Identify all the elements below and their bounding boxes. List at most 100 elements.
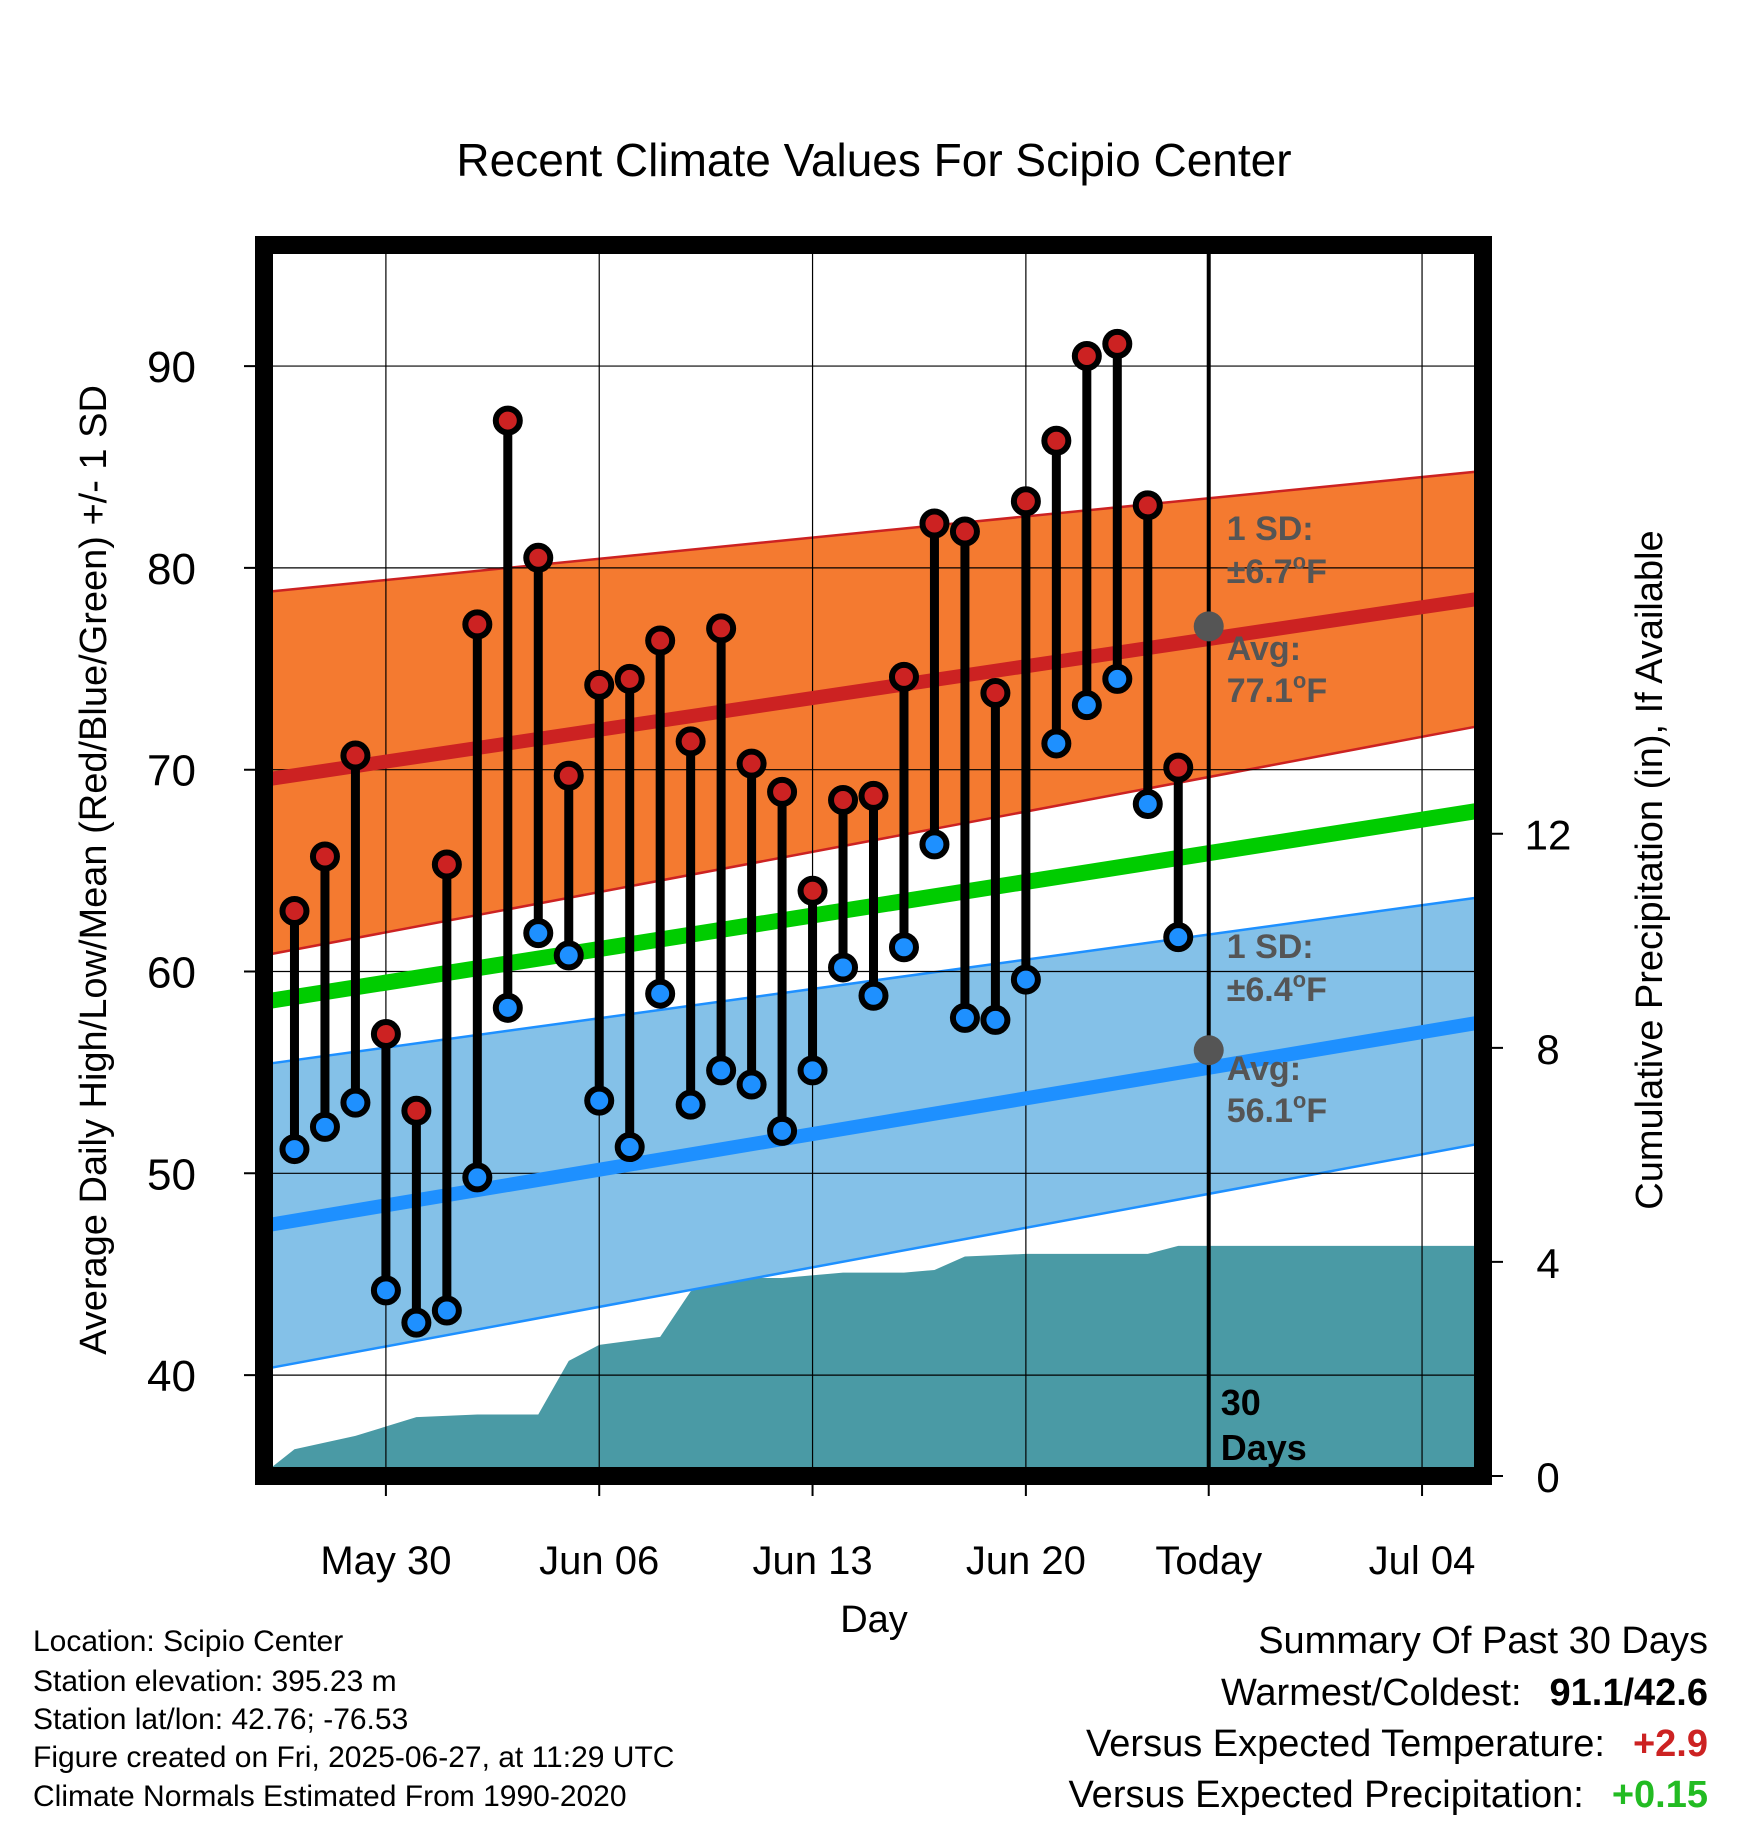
observation-day (1102, 328, 1133, 694)
observed-high-point (888, 661, 919, 692)
observed-high-point (370, 1019, 401, 1050)
plot-frame (255, 236, 1492, 1485)
observed-high-point (523, 542, 554, 573)
observation-day (584, 669, 615, 1116)
observation-day (858, 780, 889, 1011)
observation-day (949, 516, 980, 1033)
observed-high-point (1102, 328, 1133, 359)
observed-high-point (401, 1095, 432, 1126)
high-avg-annotation-line2: 77.1oF (1227, 668, 1327, 710)
observation-day (553, 760, 584, 971)
observed-low-point (370, 1275, 401, 1306)
observed-low-point (492, 992, 523, 1023)
high-sd-annotation-line1: 1 SD: (1227, 510, 1314, 548)
summary-warmest: Warmest/Coldest: 91.1/42.6 (1221, 1672, 1708, 1715)
left-axis: 40 50 60 70 80 90 (147, 343, 264, 1401)
left-tick-label: 40 (147, 1352, 196, 1401)
observed-high-point (858, 780, 889, 811)
observed-low-point (309, 1111, 340, 1142)
summary-title: Summary Of Past 30 Days (1258, 1620, 1708, 1662)
observed-low-point (279, 1134, 310, 1165)
observed-high-point (767, 776, 798, 807)
x-tick-label: Jun 06 (539, 1539, 659, 1583)
observation-day (1071, 340, 1102, 721)
observed-high-point (919, 508, 950, 539)
observed-low-point (553, 940, 584, 971)
observation-day (462, 609, 493, 1193)
x-axis: May 30 Jun 06 Jun 13 Jun 20 Today Jul 04 (320, 1476, 1475, 1583)
today-low-avg-dot (1193, 1035, 1224, 1066)
observed-low-point (828, 952, 859, 983)
low-sd-lower-line (263, 1141, 1484, 1371)
observed-low-point (767, 1115, 798, 1146)
observed-low-point (675, 1089, 706, 1120)
info-location: Location: Scipio Center (33, 1625, 344, 1658)
observation-day (1163, 752, 1194, 953)
high-sd-annotation-line2: ±6.7oF (1227, 549, 1327, 591)
observed-low-point (797, 1055, 828, 1086)
observed-high-point (1010, 486, 1041, 517)
observed-low-point (1102, 663, 1133, 694)
x-tick-label: Jul 04 (1369, 1539, 1476, 1583)
observed-high-point (462, 609, 493, 640)
normal-high-mean-line (262, 591, 1485, 787)
observed-high-point (828, 784, 859, 815)
summary-precipitation-label: Versus Expected Precipitation: (1068, 1774, 1584, 1816)
observed-low-point (645, 978, 676, 1009)
observation-day (888, 661, 919, 963)
observed-high-point (584, 669, 615, 700)
observation-day (645, 625, 676, 1009)
right-tick-label: 8 (1536, 1026, 1559, 1073)
observed-high-point (980, 678, 1011, 709)
observation-day (980, 678, 1011, 1035)
x-tick-label: Jun 20 (966, 1539, 1086, 1583)
observed-high-point (492, 405, 523, 436)
right-tick-label: 12 (1525, 812, 1572, 859)
left-tick-label: 80 (147, 545, 196, 594)
precip-area (264, 1245, 1483, 1476)
observed-high-point (279, 895, 310, 926)
observed-low-point (949, 1002, 980, 1033)
observation-day (279, 895, 310, 1165)
observed-high-point (736, 748, 767, 779)
observed-low-point (1071, 690, 1102, 721)
observation-day (828, 784, 859, 983)
observed-low-point (1041, 728, 1072, 759)
observed-low-point (919, 829, 950, 860)
observed-high-point (553, 760, 584, 791)
chart-title: Recent Climate Values For Scipio Center (456, 134, 1291, 186)
info-elevation: Station elevation: 395.23 m (33, 1665, 397, 1698)
info-normals: Climate Normals Estimated From 1990-2020 (33, 1780, 627, 1813)
observation-day (1010, 486, 1041, 995)
low-sd-annotation-line1: 1 SD: (1227, 928, 1314, 966)
observed-high-point (1163, 752, 1194, 783)
left-tick-label: 90 (147, 343, 196, 392)
observation-day (523, 542, 554, 949)
high-sd-upper-line (263, 469, 1484, 594)
right-axis: 0 4 8 12 (1483, 812, 1571, 1501)
observation-day (1132, 490, 1163, 819)
observed-low-point (736, 1069, 767, 1100)
observed-low-point (1132, 788, 1163, 819)
observed-high-point (614, 663, 645, 694)
summary-temperature-label: Versus Expected Temperature: (1086, 1723, 1605, 1765)
x-axis-label: Day (840, 1599, 908, 1640)
observation-day (767, 776, 798, 1146)
observed-high-point (645, 625, 676, 656)
summary-warmest-value: 91.1/42.6 (1549, 1672, 1708, 1714)
observation-day (706, 613, 737, 1086)
observation-day (736, 748, 767, 1100)
observed-high-point (675, 726, 706, 757)
left-tick-label: 70 (147, 747, 196, 796)
observed-high-point (706, 613, 737, 644)
observation-day (370, 1019, 401, 1306)
observed-low-point (431, 1295, 462, 1326)
x-tick-label: Today (1155, 1539, 1262, 1583)
observation-day (1041, 425, 1072, 759)
summary-precipitation: Versus Expected Precipitation: +0.15 (1068, 1774, 1708, 1817)
observed-low-point (980, 1004, 1011, 1035)
x-tick-label: Jun 13 (752, 1539, 872, 1583)
observation-day (309, 841, 340, 1142)
observed-high-point (797, 875, 828, 906)
summary-temperature-value: +2.9 (1632, 1723, 1708, 1765)
